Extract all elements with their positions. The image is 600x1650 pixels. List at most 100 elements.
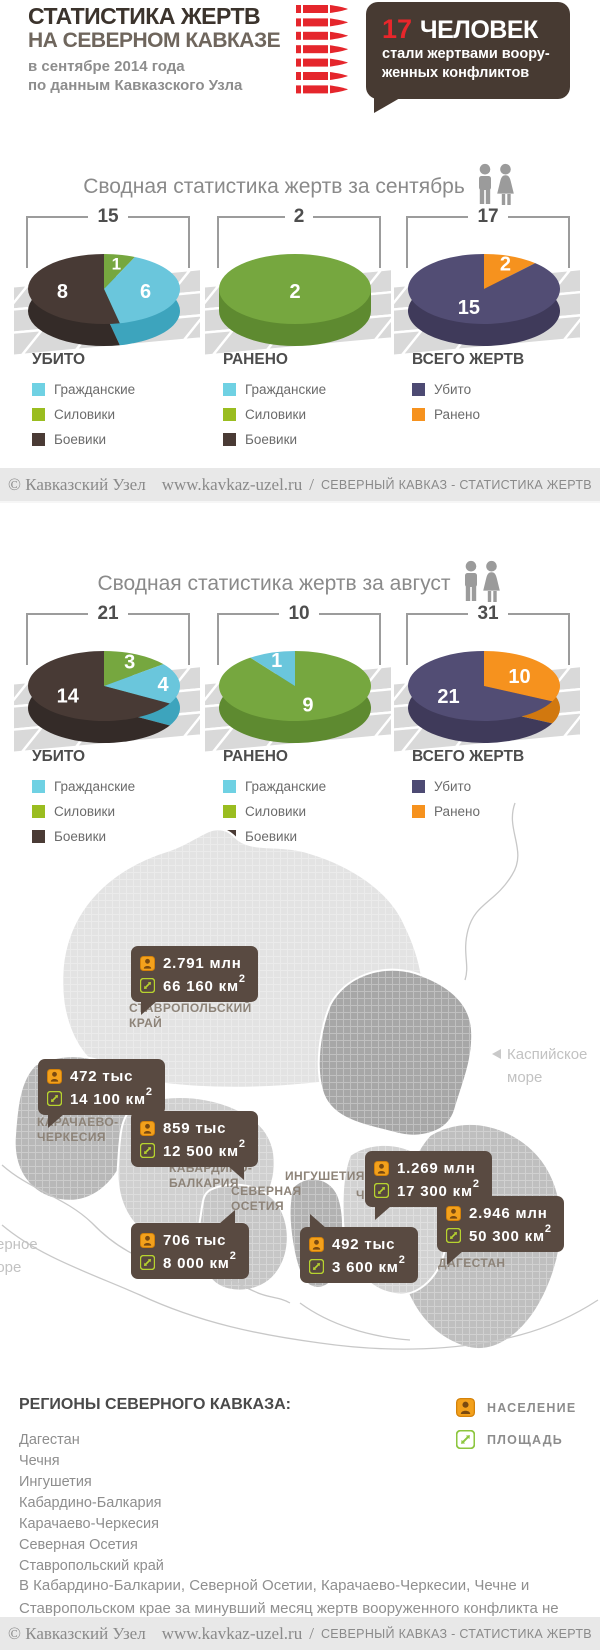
- bracket-line-left: [217, 613, 280, 665]
- bracket-line-right: [507, 216, 571, 268]
- total-bracket: 2: [217, 206, 382, 268]
- pie-3d: 16 8: [14, 254, 200, 357]
- bracket-line-right: [127, 216, 191, 268]
- legend-item: Убито: [412, 377, 480, 402]
- legend-swatch: [223, 383, 236, 396]
- legend-swatch: [32, 805, 45, 818]
- tooltip-population-row: 706 тыс: [140, 1229, 237, 1251]
- legend-item: Боевики: [32, 427, 135, 452]
- legend-item: Гражданские: [32, 774, 135, 799]
- legend-label: Силовики: [54, 407, 115, 422]
- badge-tail: [374, 98, 400, 113]
- svg-text:14: 14: [57, 686, 80, 708]
- legend-item: Убито: [412, 774, 480, 799]
- tooltip-area-row: 66 160 км2: [140, 973, 246, 996]
- area-icon: [140, 1254, 155, 1270]
- legend-item: Боевики: [32, 824, 135, 849]
- bracket-line-left: [406, 613, 469, 665]
- legend-population: НАСЕЛЕНИЕ: [456, 1398, 576, 1417]
- region-tooltip: 472 тыс 14 100 км2: [38, 1059, 165, 1128]
- site-url[interactable]: www.kavkaz-uzel.ru: [161, 474, 303, 494]
- victims-badge: 17 ЧЕЛОВЕК стали жертвами воору- женных …: [366, 2, 570, 113]
- legend-title: ВСЕГО ЖЕРТВ: [412, 748, 525, 765]
- victims-text-2: женных конфликтов: [382, 65, 530, 81]
- pie-total-value: 2: [293, 206, 305, 227]
- divider-bar: © Кавказский Узел www.kavkaz-uzel.ru / С…: [0, 468, 600, 503]
- legend-label: Силовики: [54, 804, 115, 819]
- water-label-caspian: Каспийское море: [492, 1043, 587, 1089]
- legend-swatch: [223, 805, 236, 818]
- victims-count-label: ЧЕЛОВЕК: [420, 16, 538, 44]
- legend-label: Гражданские: [245, 779, 327, 794]
- bar-label: СЕВЕРНЫЙ КАВКАЗ - СТАТИСТИКА ЖЕРТВ: [320, 477, 592, 492]
- tooltip-area-row: 3 600 км2: [309, 1253, 406, 1277]
- main-title-line1: СТАТИСТИКА ЖЕРТВ: [28, 3, 261, 29]
- victims-count-row: 17 ЧЕЛОВЕК: [382, 14, 570, 45]
- population-icon: [446, 1205, 461, 1221]
- water-label-black-sea: Черное море: [0, 1236, 38, 1276]
- tooltip-population-row: 2.946 млн: [446, 1202, 552, 1224]
- legend-item: Ранено: [412, 402, 480, 427]
- pie-total-value: 10: [288, 603, 310, 624]
- legend-swatch: [32, 780, 45, 793]
- population-value: 492 тыс: [332, 1235, 396, 1253]
- svg-text:3: 3: [124, 651, 135, 673]
- legend-swatch: [32, 408, 45, 421]
- region-tooltip: 859 тыс 12 500 км2: [131, 1111, 258, 1180]
- region-tooltip: 2.791 млн 66 160 км2: [131, 946, 258, 1015]
- pie-row: 21 3 4 14 УБИТО Гражданские Силовики Боевики 10 9…: [0, 560, 600, 860]
- pie-chart-raneno: 2 2 РАНЕНО Гражданские Силовики Боевики: [205, 163, 391, 463]
- header: СТАТИСТИКА ЖЕРТВ НА СЕВЕРНОМ КАВКАЗЕ в с…: [0, 0, 600, 120]
- pie-chart-ubito: 15 1 6 8 УБИТО Гражданские Силовики Боевики: [14, 163, 200, 463]
- pie-row: 15 1 6 8 УБИТО Гражданские Силовики Боевики 2 2 РА…: [0, 163, 600, 463]
- header-subtitle-1: в сентябре 2014 года: [28, 58, 185, 75]
- victims-count: 17: [382, 14, 413, 44]
- tooltip-area-row: 8 000 км2: [140, 1250, 237, 1273]
- population-value: 2.791 млн: [163, 954, 242, 972]
- population-value: 706 тыс: [163, 1231, 227, 1249]
- header-subtitle-2: по данным Кавказского Узла: [28, 77, 243, 94]
- legend-swatch: [223, 433, 236, 446]
- tooltip-area-row: 12 500 км2: [140, 1138, 246, 1161]
- bracket-line-left: [26, 613, 89, 665]
- tooltip-tail: [227, 1166, 244, 1180]
- population-value: 1.269 млн: [397, 1159, 476, 1177]
- legend-item: Силовики: [223, 799, 326, 824]
- legend-label: Ранено: [434, 407, 480, 422]
- legend-label: Силовики: [245, 407, 306, 422]
- legend-swatch: [223, 408, 236, 421]
- copyright-text: © Кавказский Узел: [8, 474, 146, 494]
- map-legend-label: ПЛОЩАДЬ: [487, 1432, 563, 1447]
- legend-title: УБИТО: [32, 748, 86, 765]
- tooltip-area-row: 14 100 км2: [47, 1086, 153, 1109]
- pie-3d: 10 21: [394, 651, 580, 754]
- pie-chart-raneno: 10 9 1 РАНЕНО Гражданские Силовики Боевики: [205, 560, 391, 860]
- map-pointer-icon: [492, 1049, 501, 1059]
- legend-label: Боевики: [245, 829, 298, 844]
- region-list-item: Карачаево-Черкесия: [19, 1516, 160, 1532]
- legend-swatch: [32, 830, 45, 843]
- population-value: 859 тыс: [163, 1119, 227, 1137]
- legend-title: РАНЕНО: [223, 748, 288, 765]
- tooltip-tail: [310, 1214, 326, 1228]
- section-september: Сводная статистика жертв за сентябрь 15 1…: [0, 163, 600, 463]
- tooltip-tail: [141, 1001, 157, 1015]
- total-bracket: 15: [26, 207, 191, 268]
- tooltip-area-row: 17 300 км2: [374, 1178, 480, 1201]
- region-list-item: Ингушетия: [19, 1474, 92, 1490]
- victims-text-1: стали жертвами воору-: [382, 46, 550, 62]
- svg-text:1: 1: [112, 254, 121, 273]
- footer-bar: © Кавказский Узел www.kavkaz-uzel.ru / С…: [0, 1617, 600, 1650]
- bracket-line-right: [318, 613, 382, 665]
- legend-title: РАНЕНО: [223, 351, 288, 368]
- legend-label: Убито: [434, 382, 472, 397]
- area-value: 3 600 км2: [332, 1253, 406, 1276]
- population-icon: [140, 955, 155, 971]
- region-tooltip: 2.946 млн 50 300 км2: [437, 1196, 564, 1265]
- region-list-item: Дагестан: [19, 1432, 80, 1448]
- site-url[interactable]: www.kavkaz-uzel.ru: [161, 1623, 303, 1643]
- area-icon: [140, 977, 155, 993]
- region-tooltip: 492 тыс 3 600 км2: [300, 1214, 418, 1283]
- pie-total-value: 31: [477, 603, 499, 624]
- svg-text:4: 4: [158, 674, 170, 696]
